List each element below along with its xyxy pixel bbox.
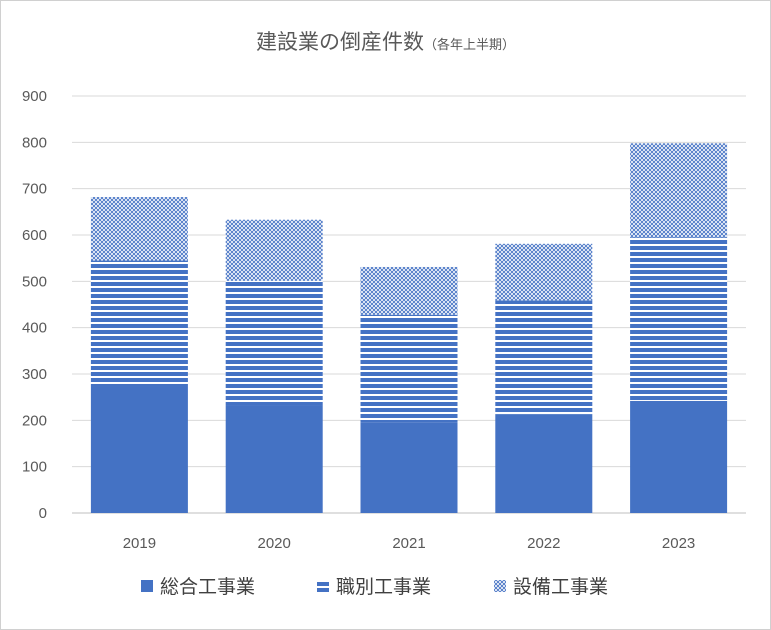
x-tick-label: 2021 xyxy=(392,535,425,552)
chart-title: 建設業の倒産件数（各年上半期） xyxy=(0,26,771,56)
bar-segment-2019-s2 xyxy=(90,197,188,261)
y-tick-label: 400 xyxy=(22,320,47,337)
chart-title-main: 建設業の倒産件数 xyxy=(255,30,424,54)
bar-segment-2022-s1 xyxy=(495,300,593,415)
legend-label-1: 職別工事業 xyxy=(336,576,431,598)
x-axis: 2019 2020 2021 2022 2023 xyxy=(123,535,696,552)
y-tick-label: 100 xyxy=(22,459,47,476)
bar-segment-2019-s1 xyxy=(90,260,188,387)
y-tick-label: 500 xyxy=(22,273,47,290)
x-tick-label: 2020 xyxy=(258,535,291,552)
bar-segment-2022-s2 xyxy=(495,243,593,301)
bars xyxy=(90,143,728,513)
y-tick-label: 900 xyxy=(22,88,47,105)
y-tick-label: 800 xyxy=(22,134,47,151)
y-tick-label: 700 xyxy=(22,181,47,198)
bar-segment-2021-s1 xyxy=(360,314,458,423)
bar-segment-2020-s2 xyxy=(225,219,323,281)
bar-segment-2023-s1 xyxy=(630,237,728,401)
legend-swatch-0 xyxy=(141,580,153,592)
y-tick-label: 300 xyxy=(22,366,47,383)
legend-label-0: 総合工事業 xyxy=(160,576,255,598)
chart-subtitle: （各年上半期） xyxy=(423,38,515,53)
x-tick-label: 2019 xyxy=(123,535,156,552)
bar-segment-2022-s0 xyxy=(495,414,593,513)
y-axis: 0 100 200 300 400 500 600 700 800 900 xyxy=(22,88,47,522)
bar-segment-2019-s0 xyxy=(90,386,188,513)
legend-swatch-1 xyxy=(317,580,329,592)
y-tick-label: 0 xyxy=(39,505,47,522)
legend-swatch-2 xyxy=(494,580,506,592)
legend: 総合工事業 職別工事業 設備工事業 xyxy=(141,576,608,598)
bar-segment-2021-s0 xyxy=(360,422,458,513)
x-tick-label: 2023 xyxy=(662,535,695,552)
bar-segment-2023-s2 xyxy=(630,143,728,238)
x-tick-label: 2022 xyxy=(527,535,560,552)
y-tick-label: 200 xyxy=(22,412,47,429)
bar-segment-2023-s0 xyxy=(630,400,728,513)
bar-segment-2021-s2 xyxy=(360,266,458,315)
bar-segment-2020-s0 xyxy=(225,405,323,513)
bar-segment-2020-s1 xyxy=(225,280,323,406)
y-tick-label: 600 xyxy=(22,227,47,244)
legend-label-2: 設備工事業 xyxy=(513,576,608,598)
